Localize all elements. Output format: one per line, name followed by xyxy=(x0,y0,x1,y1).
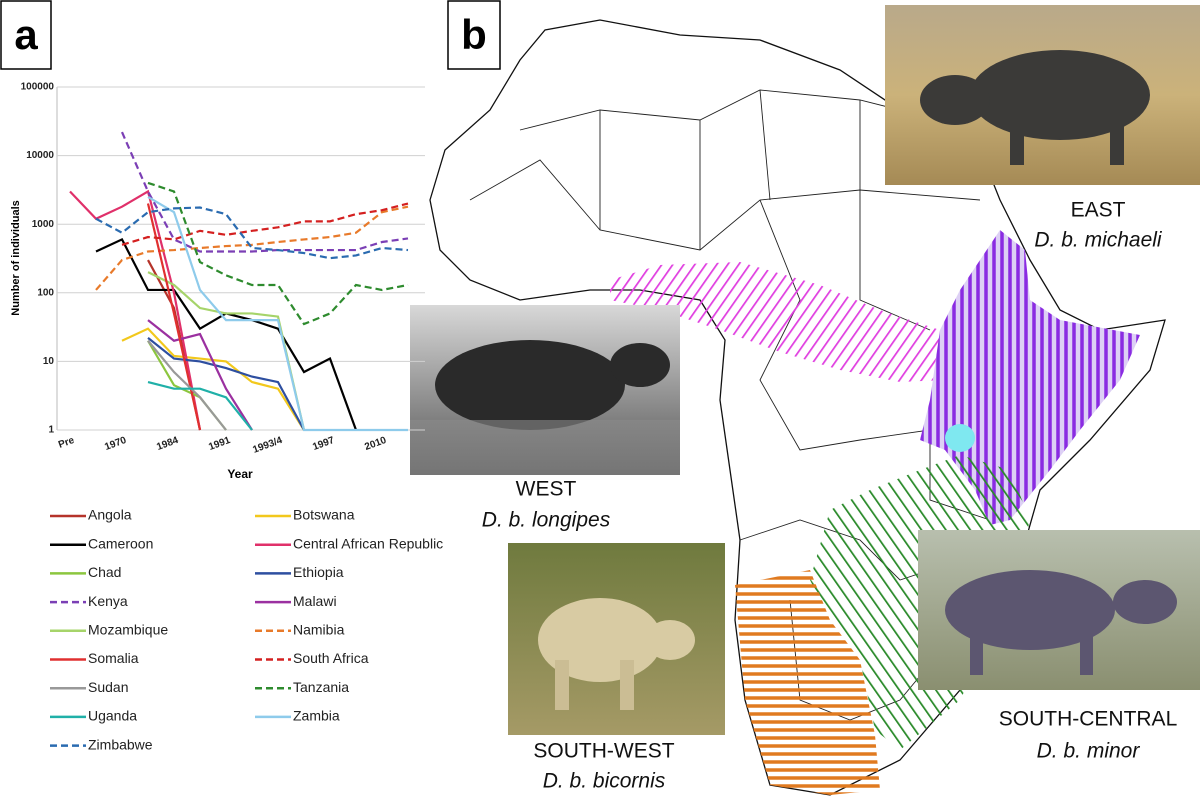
legend-label: Malawi xyxy=(293,593,337,609)
legend-label: Kenya xyxy=(88,593,128,609)
subspecies-name: D. b. minor xyxy=(1037,740,1141,763)
x-tick-label: 1991 xyxy=(207,435,232,453)
region-name: SOUTH-WEST xyxy=(533,740,674,763)
series-line xyxy=(147,337,305,431)
series-line xyxy=(147,181,409,326)
subspecies-name: D. b. bicornis xyxy=(543,770,666,793)
subspecies-name: D. b. michaeli xyxy=(1034,229,1163,252)
legend-label: Tanzania xyxy=(293,679,349,695)
x-axis-label: Year xyxy=(227,467,253,481)
series-line xyxy=(147,319,253,431)
map: EAST D. b. michaeli WEST D. b. longipes … xyxy=(410,5,1200,796)
region-name: WEST xyxy=(516,478,577,501)
panel-label-box xyxy=(447,0,501,70)
south-west-range xyxy=(735,570,880,795)
legend-label: Zimbabwe xyxy=(88,736,153,752)
series-line xyxy=(95,206,409,260)
y-tick-label: 1000 xyxy=(32,219,55,230)
panel-label-box xyxy=(0,0,52,70)
region-name: EAST xyxy=(1071,199,1126,222)
y-tick-label: 1 xyxy=(48,425,54,436)
y-tick-label: 100 xyxy=(37,287,54,298)
series-line xyxy=(146,203,202,431)
y-axis-label: Number of individuals xyxy=(10,200,22,316)
y-tick-label: 10 xyxy=(43,356,55,367)
photo-east xyxy=(885,5,1200,185)
lake-victoria xyxy=(945,424,975,452)
series-line xyxy=(120,131,409,253)
x-tick-label: 2010 xyxy=(363,435,388,453)
legend-label: Ethiopia xyxy=(293,564,344,580)
series-line xyxy=(147,271,306,431)
legend-label: Somalia xyxy=(88,650,139,666)
legend-label: Botswana xyxy=(293,507,355,523)
series-line xyxy=(147,195,408,432)
legend-label: Chad xyxy=(88,564,121,580)
legend-label: Zambia xyxy=(293,708,340,724)
photo-south-west xyxy=(508,543,725,735)
legend-label: Central African Republic xyxy=(293,535,443,551)
legend-label: Cameroon xyxy=(88,535,153,551)
legend-label: South Africa xyxy=(293,650,369,666)
legend-label: Mozambique xyxy=(88,622,168,638)
y-tick-label: 10000 xyxy=(26,150,54,161)
west-range xyxy=(610,262,945,382)
x-tick-label: 1984 xyxy=(155,435,180,453)
series-line xyxy=(69,189,202,431)
photo-west xyxy=(410,305,680,475)
legend-label: Namibia xyxy=(293,622,345,638)
x-tick-label: Pre xyxy=(57,435,76,451)
region-name: SOUTH-CENTRAL xyxy=(999,708,1178,731)
series-line xyxy=(147,380,253,431)
plot: 1 10 100 1000 10000 100000 Pre 1970 1984 1991 1993… xyxy=(21,82,444,753)
y-tick-label: 100000 xyxy=(21,82,55,93)
photo-south-central xyxy=(918,530,1200,690)
panel-label: b xyxy=(461,11,487,58)
series-line xyxy=(95,205,409,291)
legend-label: Uganda xyxy=(88,708,137,724)
x-tick-label: 1993/4 xyxy=(251,435,284,456)
series-line xyxy=(147,340,227,431)
east-range xyxy=(920,230,1140,525)
x-tick-label: 1970 xyxy=(103,435,128,453)
legend-label: Sudan xyxy=(88,679,128,695)
subspecies-name: D. b. longipes xyxy=(482,509,611,532)
x-tick-label: 1997 xyxy=(311,435,336,453)
legend-label: Angola xyxy=(88,507,132,523)
panel-label: a xyxy=(14,11,38,58)
series-line xyxy=(121,202,409,246)
